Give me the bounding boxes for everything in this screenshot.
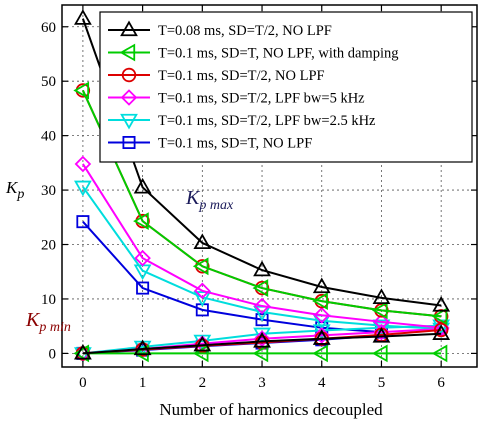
series-4-upper-point — [253, 297, 271, 315]
legend-marker — [120, 20, 138, 37]
series-4-upper-point — [313, 307, 331, 324]
series-4-lower-point — [313, 327, 331, 344]
series-2-upper-line — [81, 90, 442, 318]
y-tick-label: 30 — [41, 183, 56, 199]
series-2-upper-point — [252, 279, 269, 297]
series-3-lower-point — [433, 322, 449, 338]
series-1-lower-point — [432, 324, 451, 340]
series-6-upper-line — [82, 220, 382, 334]
series-2-lower-point — [371, 344, 388, 363]
y-tick-label: 40 — [41, 129, 56, 145]
series-4 — [74, 155, 450, 362]
series-2-upper-point — [192, 257, 209, 276]
annotation-kp-min: Kp min — [25, 309, 71, 335]
series-2-lower-point — [431, 344, 448, 363]
series-2-lower-point — [312, 344, 328, 363]
series-2-upper-point — [371, 301, 388, 320]
series-2-lower-point — [252, 344, 269, 363]
y-tick-label: 10 — [41, 292, 56, 308]
y-axis-label: Kp — [5, 178, 24, 202]
x-axis-label: Number of harmonics decoupled — [159, 400, 383, 419]
series-1-lower-point — [133, 339, 152, 356]
series-1-upper-point — [312, 277, 331, 294]
legend-entry-3: T=0.1 ms, SD=T/2, NO LPF — [108, 67, 325, 84]
series-layer — [73, 9, 451, 363]
series-1-upper-point — [372, 288, 391, 305]
legend-entry-4: T=0.1 ms, SD=T/2, LPF bw=5 kHz — [108, 89, 365, 107]
series-1-lower-point — [253, 331, 271, 348]
series-1-lower-point — [312, 329, 331, 345]
x-tick-label: 0 — [79, 375, 87, 391]
x-tick-label: 1 — [139, 375, 147, 391]
legend-label: T=0.1 ms, SD=T/2, LPF bw=2.5 kHz — [158, 113, 376, 129]
series-4-upper-point — [74, 155, 92, 173]
annotation-kp-max: Kp max — [185, 187, 234, 213]
x-tick-label: 4 — [318, 375, 326, 391]
x-tick-label: 2 — [199, 375, 207, 391]
series-4-lower-point — [253, 330, 271, 347]
plot-frame — [61, 4, 478, 368]
legend-marker — [122, 135, 136, 149]
series-1-upper-line — [81, 18, 442, 307]
legend-label: T=0.1 ms, SD=T, NO LPF, with damping — [158, 46, 399, 62]
legend-label: T=0.08 ms, SD=T/2, NO LPF — [158, 23, 332, 39]
series-1-upper-point — [133, 177, 152, 194]
series-4-upper-point — [194, 282, 211, 300]
y-tick-label: 0 — [49, 346, 57, 362]
y-tick-label: 60 — [41, 20, 56, 36]
legend-marker — [121, 67, 137, 83]
legend-label: T=0.1 ms, SD=T, NO LPF — [158, 136, 312, 152]
series-1-lower-point — [193, 335, 212, 352]
series-4-upper-line — [82, 163, 442, 329]
series-1-lower-line — [82, 332, 442, 355]
legend-marker — [120, 113, 138, 130]
legend-label: T=0.1 ms, SD=T/2, LPF bw=5 kHz — [158, 91, 365, 107]
y-tick-label: 50 — [41, 74, 56, 90]
series-2-upper-point — [312, 292, 328, 311]
series-5-upper-point — [74, 180, 92, 197]
legend-entry-6: T=0.1 ms, SD=T, NO LPF — [108, 136, 312, 152]
series-4-upper-point — [134, 249, 151, 267]
legend-marker — [120, 89, 138, 106]
series-1-upper-point — [432, 295, 451, 312]
series-6-upper-point — [76, 215, 90, 229]
series-2-upper-point — [431, 307, 448, 326]
legend-label: T=0.1 ms, SD=T/2, NO LPF — [158, 68, 325, 84]
series-2-upper-point — [133, 212, 149, 231]
legend: T=0.08 ms, SD=T/2, NO LPF T=0.1 ms, SD=T,… — [99, 11, 473, 163]
series-6-upper-point — [136, 281, 150, 295]
x-tick-label: 6 — [437, 375, 445, 391]
legend-box — [99, 11, 473, 163]
y-tick-label: 20 — [41, 238, 56, 254]
series-1-upper-point — [253, 260, 271, 277]
x-tick-label: 5 — [378, 375, 386, 391]
series-1-upper-point — [74, 9, 92, 25]
legend-entry-2: T=0.1 ms, SD=T, NO LPF, with damping — [108, 43, 399, 62]
series-1 — [74, 9, 451, 360]
series-1-upper-point — [193, 233, 212, 250]
x-tick-label: 3 — [258, 375, 266, 391]
legend-entry-5: T=0.1 ms, SD=T/2, LPF bw=2.5 kHz — [108, 113, 376, 130]
legend-entry-1: T=0.08 ms, SD=T/2, NO LPF — [108, 20, 332, 39]
series-5-upper-point — [193, 291, 212, 307]
series-2-upper-point — [73, 81, 90, 100]
series-1-lower-point — [372, 326, 391, 343]
legend-marker — [119, 43, 136, 62]
series-1-lower-point — [74, 343, 92, 360]
